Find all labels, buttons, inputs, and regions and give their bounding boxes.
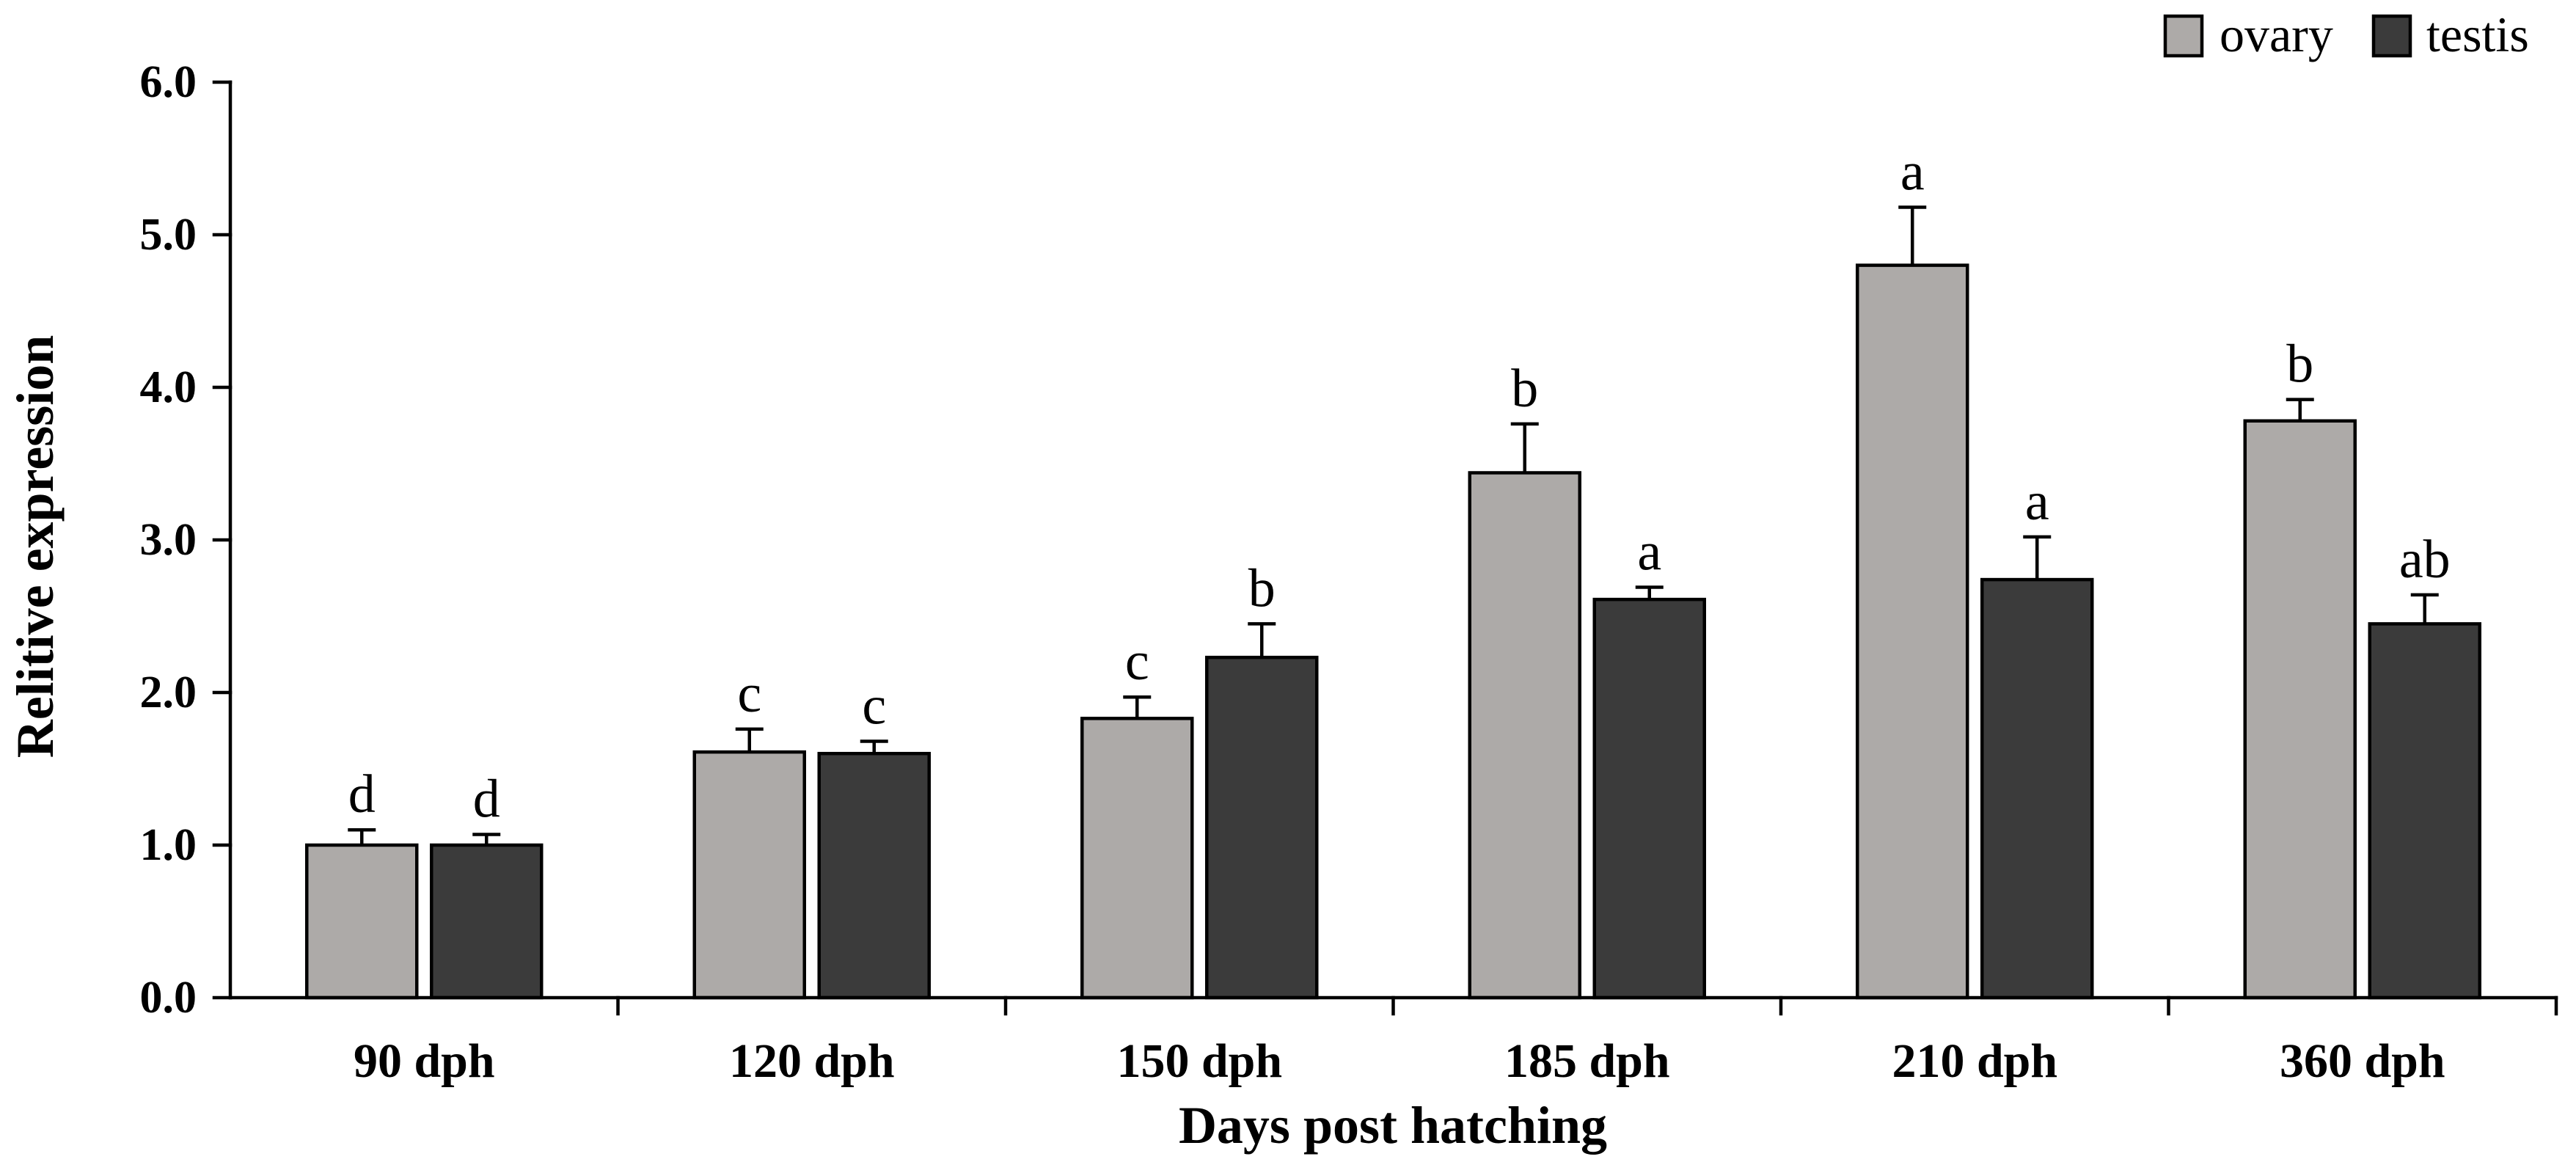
bar-ovary [305,843,419,1000]
bar-ovary [692,750,806,1000]
significance-letter-testis: b [1248,558,1276,618]
bar-testis [1980,577,2094,1000]
bar-ovary [1856,263,1969,1000]
y-axis-title: Relitive expression [6,335,65,759]
significance-letter-ovary: c [1125,632,1149,692]
significance-letter-testis: c [862,676,886,737]
significance-letter-ovary: c [737,664,761,724]
bars-layer [305,263,2481,1000]
bar-testis [430,843,544,1000]
y-tick-label: 1.0 [140,820,197,870]
legend: ovary testis [2163,7,2529,62]
axes [228,80,2558,1000]
significance-letter-ovary: a [1900,142,1925,202]
significance-letter-ovary: b [2286,335,2313,395]
y-tick-label: 6.0 [140,57,197,107]
error-bars-layer [348,205,2439,845]
bar-testis [817,751,931,1000]
y-axis-ticks: 0.0 1.0 2.0 3.0 4.0 5.0 6.0 [140,57,233,1023]
category-labels: 90 dph 120 dph 150 dph 185 dph 210 dph 360 dp… [354,1034,2445,1088]
x-axis-ticks [616,995,2558,1016]
y-tick-label: 0.0 [140,973,197,1023]
bar-ovary [1080,717,1194,1000]
legend-label-testis: testis [2426,7,2529,62]
legend-swatch-ovary [2163,14,2204,58]
bar-ovary [1468,471,1581,1000]
x-category-label: 150 dph [1116,1034,1282,1088]
significance-letter-ovary: b [1511,359,1538,419]
significance-letter-testis: d [473,769,500,829]
significance-letter-testis: a [2025,472,2049,532]
y-tick-label: 2.0 [140,668,197,717]
bar-testis [1205,655,1319,1000]
x-category-label: 210 dph [1892,1034,2057,1088]
significance-letter-testis: ab [2399,530,2451,590]
x-category-label: 360 dph [2280,1034,2445,1088]
legend-swatch-testis [2371,14,2412,58]
bar-ovary [2243,419,2357,1000]
x-category-label: 90 dph [354,1034,495,1088]
significance-letter-testis: a [1637,522,1661,582]
x-axis-title: Days post hatching [1179,1096,1607,1155]
x-category-label: 120 dph [729,1034,895,1088]
significance-letter-ovary: d [348,764,376,825]
y-tick-label: 3.0 [140,515,197,565]
bar-testis [2368,622,2481,1000]
legend-label-ovary: ovary [2220,7,2333,62]
bar-testis [1592,597,1706,1000]
y-tick-label: 4.0 [140,362,197,412]
y-tick-label: 5.0 [140,210,197,260]
x-category-label: 185 dph [1504,1034,1670,1088]
